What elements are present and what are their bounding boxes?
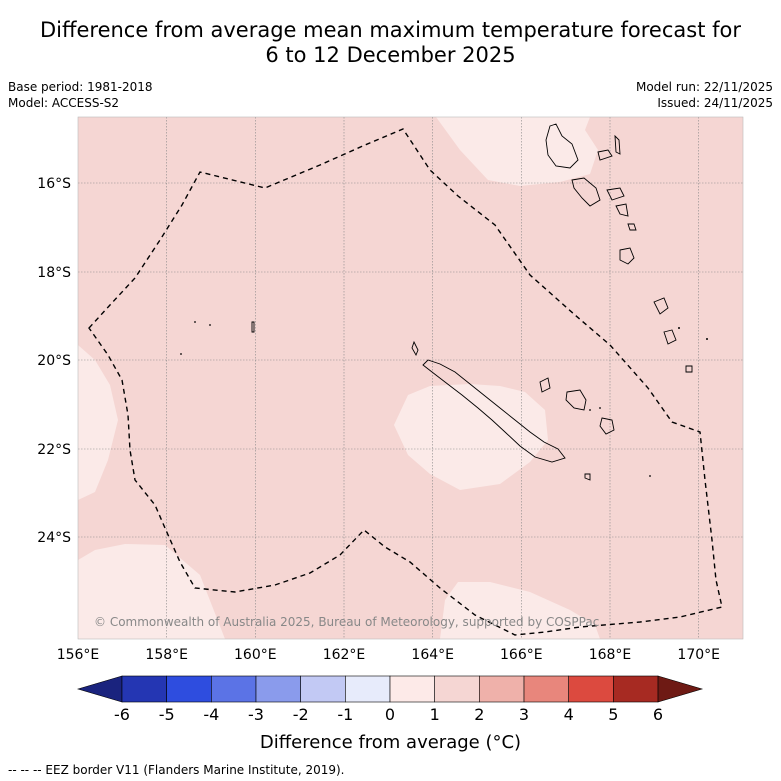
colorbar-segment: [568, 675, 614, 703]
lat-tick: 18°S: [37, 265, 71, 281]
lon-tick: 164°E: [411, 647, 454, 663]
malekula-island: [571, 177, 601, 207]
anomaly-0-1-region-southwest: [78, 544, 225, 639]
ouvea-island: [539, 377, 551, 393]
colorbar-arrow-low: [76, 675, 123, 703]
chart-title: Difference from average mean maximum tem…: [0, 18, 781, 68]
lon-tick: 166°E: [500, 647, 543, 663]
colorbar-tick: -5: [159, 705, 175, 724]
erromango-island: [619, 247, 635, 265]
lon-tick: 162°E: [323, 647, 366, 663]
belep-islands: [411, 340, 419, 357]
ambae-island: [614, 134, 621, 155]
colorbar-tick: -6: [114, 705, 130, 724]
colorbar-tick: 4: [564, 705, 574, 724]
colorbar-ticks: -6 -5 -4 -3 -2 -1 0 1 2 3 4 5 6: [114, 705, 663, 724]
model-name: Model: ACCESS-S2: [8, 96, 120, 110]
lon-tick: 156°E: [57, 647, 100, 663]
lat-tick: 16°S: [37, 176, 71, 192]
colorbar: [76, 675, 704, 703]
eez-footnote: -- -- -- EEZ border V11 (Flanders Marine…: [8, 763, 345, 777]
colorbar-tick: 1: [430, 705, 440, 724]
lon-tick: 168°E: [589, 647, 632, 663]
lon-tick: 158°E: [145, 647, 188, 663]
colorbar-tick: -2: [293, 705, 309, 724]
lat-axis: 16°S 18°S 20°S 22°S 24°S: [37, 176, 71, 546]
colorbar-segment: [300, 675, 346, 703]
lat-tick: 20°S: [37, 353, 71, 369]
colorbar-segment: [434, 675, 480, 703]
chesterfield-islands: [251, 321, 255, 333]
colorbar-tick: 0: [385, 705, 395, 724]
colorbar-tick: 3: [519, 705, 529, 724]
isle-of-pines: [584, 473, 591, 481]
colorbar-segment: [166, 675, 212, 703]
base-period: Base period: 1981-2018: [8, 80, 153, 94]
shepherd-islands: [615, 203, 629, 217]
colorbar-segment: [121, 675, 167, 703]
eez-border: [88, 128, 723, 636]
colorbar-arrow-high: [657, 675, 704, 703]
title-line-1: Difference from average mean maximum tem…: [40, 18, 741, 42]
lon-axis: 156°E 158°E 160°E 162°E 164°E 166°E 168°…: [57, 647, 720, 663]
colorbar-tick: -4: [203, 705, 219, 724]
colorbar-segment: [389, 675, 435, 703]
anomaly-1-2-region: [78, 117, 743, 639]
colorbar-tick: 6: [653, 705, 663, 724]
mare-island: [599, 417, 615, 435]
map-area: © Commonwealth of Australia 2025, Bureau…: [78, 117, 743, 639]
espiritu-santo-island: [545, 123, 579, 169]
meta-left: Base period: 1981-2018 Model: ACCESS-S2: [8, 79, 153, 111]
coastlines: [251, 123, 693, 481]
lifou-island: [565, 389, 587, 411]
colorbar-segment: [523, 675, 570, 703]
colorbar-tick: -3: [248, 705, 264, 724]
meta-right: Model run: 22/11/2025 Issued: 24/11/2025: [636, 79, 773, 111]
colorbar-segment: [211, 675, 257, 703]
colorbar-segment: [613, 675, 659, 703]
colorbar-tick: 5: [608, 705, 618, 724]
lon-tick: 170°E: [677, 647, 720, 663]
issued-date: Issued: 24/11/2025: [657, 96, 773, 110]
colorbar-tick: -1: [337, 705, 353, 724]
map-frame: [77, 116, 744, 640]
colorbar-segment: [479, 675, 525, 703]
colorbar-label: Difference from average (°C): [259, 732, 522, 753]
tanna-island: [653, 297, 669, 315]
lat-tick: 24°S: [37, 530, 71, 546]
lon-tick: 160°E: [234, 647, 277, 663]
epi-island: [606, 187, 625, 201]
maewo-island: [597, 149, 613, 161]
copyright-notice: © Commonwealth of Australia 2025, Bureau…: [94, 615, 599, 629]
colorbar-segment: [345, 675, 391, 703]
matthew-island: [685, 365, 693, 373]
small-islets: [180, 321, 708, 477]
new-caledonia-island: [422, 359, 566, 463]
title-line-2: 6 to 12 December 2025: [265, 43, 516, 67]
graticule: [78, 117, 743, 639]
efate-island: [627, 223, 637, 231]
colorbar-segment: [255, 675, 301, 703]
anomaly-0-1-region-west: [78, 345, 118, 500]
model-run: Model run: 22/11/2025: [635, 80, 773, 94]
anomaly-0-1-region-south: [440, 582, 600, 639]
aneityum-island: [663, 329, 677, 345]
lat-tick: 22°S: [37, 442, 71, 458]
colorbar-tick: 2: [474, 705, 484, 724]
anomaly-0-1-region-north: [436, 117, 598, 186]
